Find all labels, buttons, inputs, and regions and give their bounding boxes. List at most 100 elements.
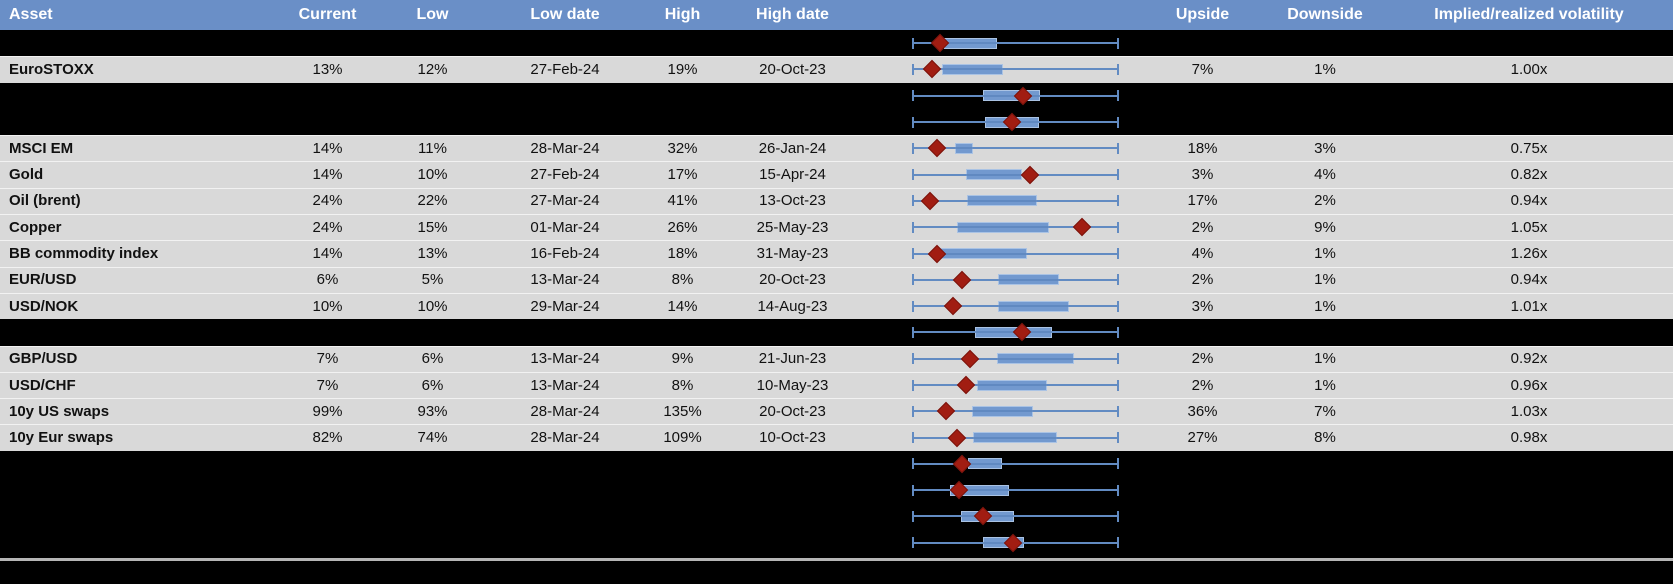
low-date-cell: 28-Mar-24 [530,429,600,447]
whisker-cap-right [1117,484,1119,496]
current-cell: 14% [312,139,343,157]
high-date-cell: 21-Jun-23 [758,350,827,368]
ivrv-cell: 0.82x [1510,166,1548,184]
range-boxplot [912,372,1119,398]
whisker-cap-right [1117,274,1119,286]
high-cell: 18% [667,245,698,263]
low-date-cell: 27-Feb-24 [530,60,600,78]
upside-cell: 7% [1191,60,1214,78]
high-date-cell [725,477,860,503]
low-cell: 93% [417,402,448,420]
whisker-cap-right [1117,248,1119,260]
current-cell: 7% [316,376,339,394]
ivrv-cell: 1.03x [1510,402,1548,420]
high-cell: 26% [667,218,698,236]
whisker-cap-left [912,484,914,496]
table-body: EuroSTOXX 13% 12% 27-Feb-24 19% 20-Oct-23 7% 1%… [0,30,1673,556]
high-date-cell [725,319,860,345]
whisker-cap-left [912,63,914,75]
high-cell [640,530,725,556]
downside-cell [1265,477,1385,503]
downside-cell: 7% [1314,402,1336,420]
whisker-cap-left [912,432,914,444]
range-box-midline [976,384,1048,386]
ivrv-cell: 0.92x [1510,350,1548,368]
current-level-diamond-marker [1072,218,1092,237]
low-cell [375,109,490,135]
downside-cell: 4% [1314,166,1336,184]
asset-cell: GBP/USD [9,350,78,368]
low-cell [375,319,490,345]
downside-cell [1265,451,1385,477]
range-boxplot [912,346,1119,372]
current-level-diamond-marker [1021,165,1040,184]
low-date-cell [490,530,640,556]
current-cell: 6% [316,271,339,289]
asset-cell: EUR/USD [9,271,77,289]
current-cell [280,477,375,503]
downside-cell: 1% [1314,271,1336,289]
range-box-midline [996,357,1074,360]
spacer-row [0,30,1673,57]
whisker-line [913,68,1118,71]
table-row: USD/NOK 10% 10% 29-Mar-24 14% 14-Aug-23 3% 1% 1.… [0,292,1673,320]
high-date-cell [725,83,860,109]
upside-cell: 17% [1187,192,1218,210]
high-date-cell: 14-Aug-23 [757,297,828,315]
whisker-cap-left [912,142,914,154]
current-level-diamond-marker [952,270,971,290]
range-box-midline [950,489,1009,492]
range-box-midline [968,462,1002,465]
whisker-cap-left [912,353,914,365]
range-boxplot [912,398,1119,424]
range-boxplot [912,83,1119,109]
current-level-diamond-marker [936,402,956,421]
upside-cell: 36% [1187,402,1218,420]
whisker-cap-right [1117,510,1119,522]
upside-cell [1140,530,1265,556]
current-level-diamond-marker [922,60,942,79]
whisker-cap-left [912,537,914,549]
downside-cell: 3% [1314,139,1336,157]
high-date-cell: 15-Apr-24 [759,166,826,184]
upside-cell: 18% [1187,139,1218,157]
current-level-diamond-marker [948,428,967,447]
high-date-cell [725,530,860,556]
current-level-diamond-marker [956,375,976,395]
table-row: 10y Eur swaps 82% 74% 28-Mar-24 109% 10-Oct-2… [0,424,1673,451]
ivrv-cell [1385,451,1673,477]
upside-cell: 3% [1191,166,1214,184]
asset-cell [0,503,280,529]
upside-cell [1140,477,1265,503]
low-date-cell [490,319,640,345]
upside-cell [1140,83,1265,109]
ivrv-cell [1385,530,1673,556]
range-box-midline [940,252,1027,255]
asset-cell [0,451,280,477]
whisker-cap-right [1117,300,1119,312]
column-header-chart [860,0,1140,30]
current-cell: 99% [312,402,343,420]
upside-cell [1140,109,1265,135]
ivrv-cell [1385,109,1673,135]
range-box-midline [966,199,1038,202]
range-boxplot [912,503,1119,529]
range-boxplot [912,319,1119,345]
high-cell: 9% [671,350,694,368]
asset-cell: Oil (brent) [9,192,81,210]
current-level-diamond-marker [944,296,963,316]
ivrv-cell: 1.00x [1510,60,1548,78]
ivrv-cell [1385,83,1673,109]
spacer-row [0,529,1673,556]
high-cell [640,319,725,345]
high-cell: 19% [667,60,698,78]
downside-cell: 1% [1314,350,1336,368]
low-date-cell [490,503,640,529]
whisker-cap-left [912,90,914,102]
table-row: EuroSTOXX 13% 12% 27-Feb-24 19% 20-Oct-23 7% 1%… [0,56,1673,83]
low-cell [375,30,490,56]
high-date-cell: 26-Jan-24 [758,139,827,157]
current-level-diamond-marker [960,349,980,368]
current-cell: 82% [312,429,343,447]
ivrv-cell: 0.94x [1510,271,1548,289]
